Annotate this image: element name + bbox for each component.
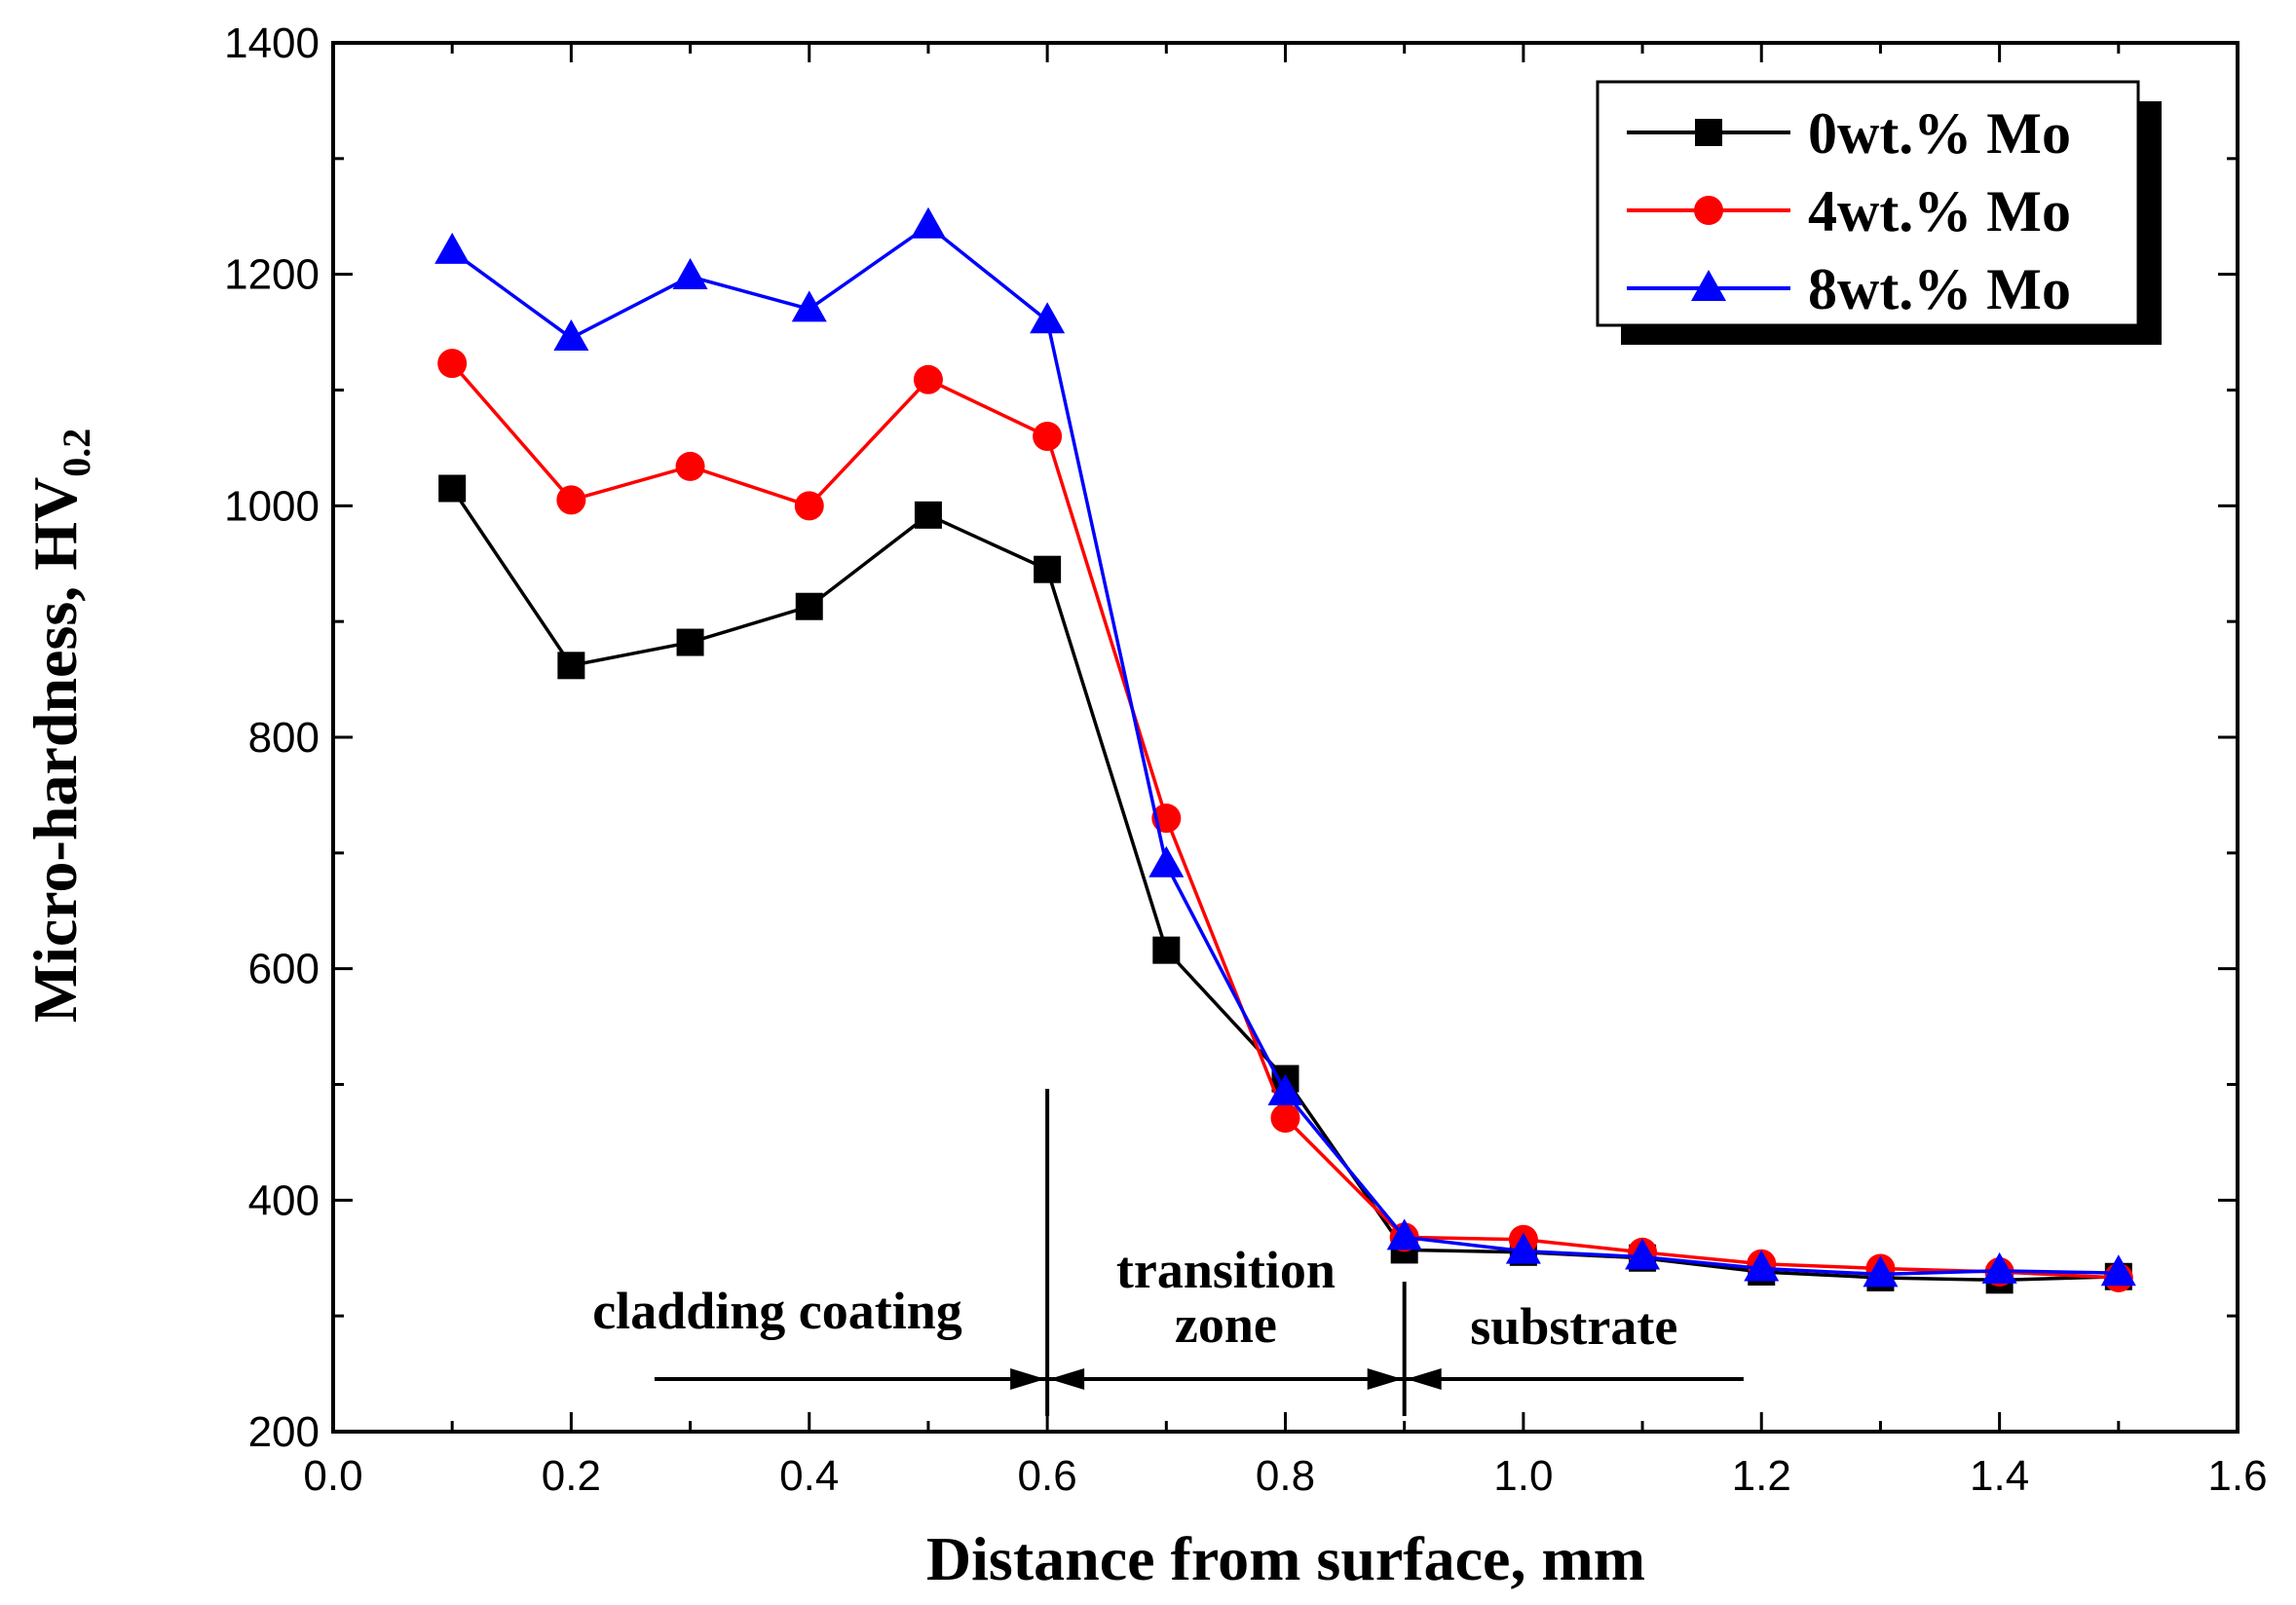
y-tick-label: 1000 xyxy=(224,482,320,530)
x-tick-label: 1.4 xyxy=(1970,1452,2029,1500)
legend-box xyxy=(1596,80,2140,327)
legend-label: 0wt.% Mo xyxy=(1808,101,2071,166)
data-point xyxy=(1505,1232,1541,1264)
x-tick-label: 1.0 xyxy=(1493,1452,1553,1500)
legend-marker xyxy=(1694,196,1723,225)
y-axis-title: Micro-hardness, HV0.2 xyxy=(20,429,98,1024)
data-point xyxy=(1152,936,1181,964)
data-point xyxy=(1270,1102,1300,1133)
data-point xyxy=(794,491,824,521)
x-tick-label: 1.6 xyxy=(2207,1452,2267,1500)
data-point xyxy=(556,485,586,515)
y-tick-label: 800 xyxy=(248,714,320,762)
data-point xyxy=(910,206,946,239)
data-point xyxy=(672,258,708,290)
y-tick-label: 400 xyxy=(248,1176,320,1224)
data-point xyxy=(676,628,704,656)
zone-arrowhead xyxy=(1049,1368,1085,1390)
data-point xyxy=(1034,555,1062,583)
y-axis-title-subscript: 0.2 xyxy=(55,429,98,477)
series-8wt-mo xyxy=(434,206,2136,1288)
zone-arrowhead xyxy=(1010,1368,1046,1390)
zone-label: cladding coating xyxy=(592,1282,962,1340)
legend-marker xyxy=(1691,270,1726,301)
data-point xyxy=(1267,1073,1303,1105)
series-line xyxy=(450,487,2119,1283)
zone-arrowhead xyxy=(1406,1368,1442,1390)
legend-label: 8wt.% Mo xyxy=(1808,257,2071,321)
x-tick-label: 0.8 xyxy=(1256,1452,1315,1500)
data-point xyxy=(557,652,585,680)
zone-arrowhead xyxy=(1367,1368,1403,1390)
zone-label: transition xyxy=(1116,1241,1336,1299)
data-point xyxy=(791,290,827,322)
x-tick-label: 0.2 xyxy=(542,1452,601,1500)
y-tick-label: 1400 xyxy=(224,19,320,67)
y-tick-label: 1200 xyxy=(224,251,320,299)
x-tick-label: 0.4 xyxy=(779,1452,839,1500)
y-axis-title-main: Micro-hardness, HV xyxy=(20,477,90,1024)
data-point xyxy=(2100,1254,2136,1287)
y-tick-label: 200 xyxy=(248,1408,320,1456)
data-point xyxy=(434,232,470,264)
x-tick-label: 1.2 xyxy=(1732,1452,1791,1500)
data-point xyxy=(913,364,943,394)
data-point xyxy=(1030,302,1066,334)
axis-ticks xyxy=(331,41,2240,1434)
y-tick-label: 600 xyxy=(248,946,320,993)
data-point xyxy=(675,451,705,481)
data-point xyxy=(1148,845,1185,877)
data-point xyxy=(1981,1251,2017,1284)
data-point xyxy=(1625,1238,1661,1270)
legend-items: 0wt.% Mo 4wt.% Mo 8wt.% Mo xyxy=(1627,101,2071,321)
data-point xyxy=(1386,1218,1422,1250)
data-point xyxy=(795,592,823,620)
x-tick-label: 0.0 xyxy=(303,1452,362,1500)
data-point xyxy=(437,349,468,379)
data-point xyxy=(1033,422,1063,452)
legend-marker xyxy=(1695,119,1722,146)
zone-label: zone xyxy=(1175,1295,1277,1354)
data-point xyxy=(1863,1255,1899,1288)
axis-tick-labels: 0.0 0.2 0.4 0.6 0.8 1.0 1.2 1.4 1.6 200 400 600 800 1… xyxy=(224,19,2267,1500)
data-point xyxy=(1744,1250,1780,1282)
data-point xyxy=(914,501,942,529)
series-0wt-mo xyxy=(438,474,2132,1294)
zone-label: substrate xyxy=(1470,1297,1677,1356)
series-4wt-mo xyxy=(437,349,2133,1292)
data-point xyxy=(553,319,589,352)
x-axis-title: Distance from surface, mm xyxy=(926,1524,1645,1593)
legend: 0wt.% Mo 4wt.% Mo 8wt.% Mo xyxy=(1596,80,2162,345)
data-point xyxy=(438,474,467,503)
series-line xyxy=(450,362,2119,1280)
x-tick-label: 0.6 xyxy=(1018,1452,1077,1500)
series-layer xyxy=(434,206,2136,1294)
legend-label: 4wt.% Mo xyxy=(1808,179,2071,243)
